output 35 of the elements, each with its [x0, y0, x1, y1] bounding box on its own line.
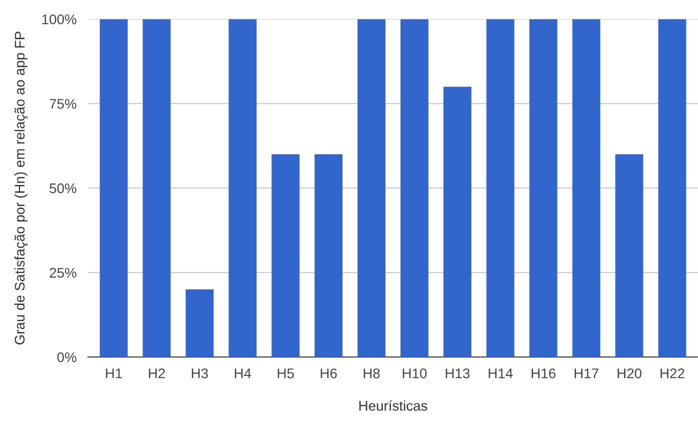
x-tick-label: H17	[574, 368, 598, 378]
bar	[358, 19, 386, 357]
x-axis-title: Heurísticas	[359, 400, 428, 411]
bar	[272, 154, 300, 357]
x-tick-label: H4	[234, 368, 252, 378]
x-tick-label: H20	[618, 368, 642, 378]
bar	[186, 289, 214, 357]
y-tick-label: 50%	[50, 183, 76, 194]
x-tick-label: H13	[446, 368, 470, 378]
bar	[142, 19, 171, 357]
y-tick-label: 75%	[50, 98, 76, 109]
bar	[658, 19, 686, 357]
bar	[100, 19, 128, 357]
bar	[400, 19, 428, 357]
x-tick-label: H1	[106, 368, 122, 378]
y-tick-label: 25%	[50, 268, 76, 278]
x-tick-label: H6	[320, 368, 337, 378]
x-tick-label: H16	[532, 368, 556, 378]
bar	[615, 154, 644, 357]
y-tick-label: 100%	[42, 14, 76, 24]
x-tick-label: H22	[660, 368, 684, 378]
x-tick-label: H3	[192, 368, 208, 378]
bar	[486, 19, 514, 357]
bar	[443, 86, 472, 357]
y-axis-title: Grau de Satisfação por (Hn) em relação ao app FP	[14, 32, 28, 344]
bar	[228, 19, 257, 357]
x-tick-label: H5	[278, 368, 294, 378]
x-tick-label: H2	[148, 368, 165, 378]
x-tick-label: H10	[402, 368, 427, 378]
bar	[572, 19, 600, 357]
y-tick-label: 0%	[57, 352, 76, 362]
bar	[529, 19, 558, 357]
x-tick-label: H14	[488, 368, 513, 378]
bar	[314, 154, 342, 357]
x-tick-label: H8	[364, 368, 380, 378]
